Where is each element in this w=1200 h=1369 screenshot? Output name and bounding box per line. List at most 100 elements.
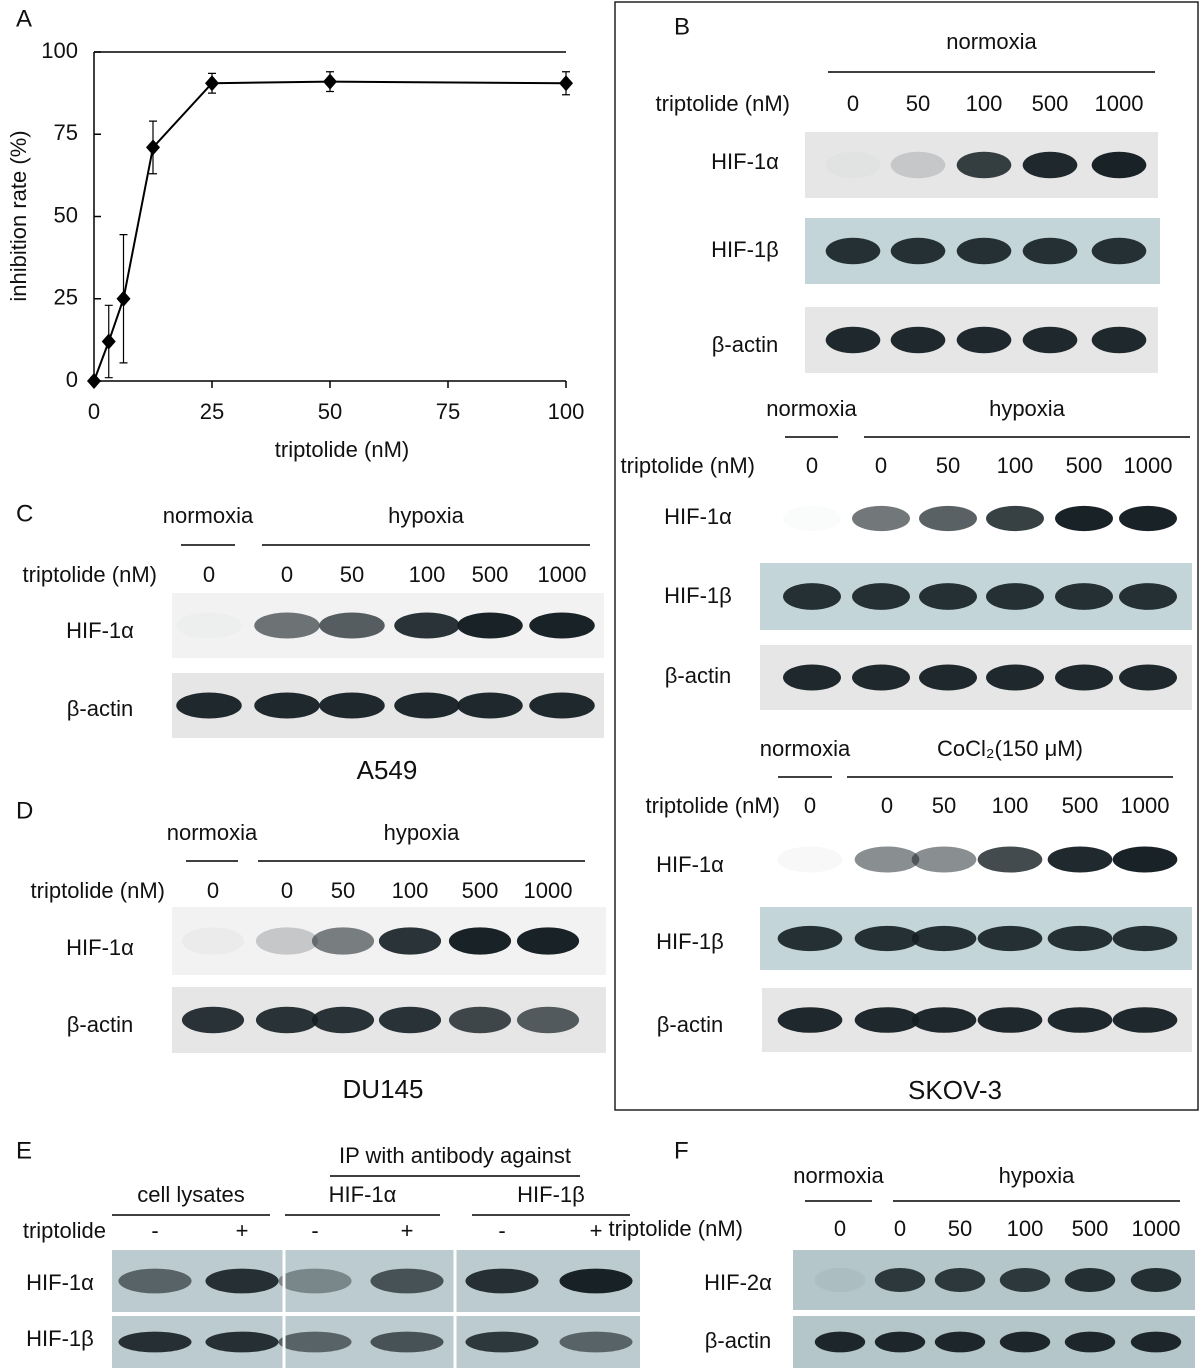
- blot-row-label: β-actin: [657, 1012, 723, 1037]
- blot-band: [529, 692, 595, 719]
- blot-band: [370, 1268, 444, 1294]
- blot-row-label: HIF-1β: [711, 237, 779, 262]
- blot-band: [465, 1268, 539, 1294]
- blot-band: [977, 1007, 1043, 1033]
- blot-band: [783, 664, 841, 691]
- blot-row-label: HIF-1β: [664, 583, 732, 608]
- lane-label: 500: [1032, 91, 1069, 116]
- blot-band: [1064, 1268, 1116, 1292]
- y-tick-label: 0: [66, 367, 78, 392]
- dose-label: triptolide (nM): [646, 793, 780, 818]
- blot-band: [814, 1331, 866, 1353]
- blot-band: [852, 583, 910, 610]
- y-tick-label: 50: [54, 202, 78, 227]
- condition-label: hypoxia: [388, 503, 465, 528]
- blot-band: [254, 612, 320, 639]
- data-point: [559, 75, 573, 92]
- blot-band: [319, 692, 385, 719]
- condition-label: HIF-1α: [329, 1182, 397, 1207]
- blot-row-label: HIF-1β: [656, 929, 724, 954]
- cell-line-caption: DU145: [343, 1074, 424, 1104]
- x-tick-label: 75: [436, 399, 460, 424]
- blot-row-label: HIF-1α: [664, 504, 732, 529]
- blot-band: [825, 326, 881, 354]
- blot-band: [457, 612, 523, 639]
- data-point: [87, 373, 101, 389]
- blot-band: [254, 692, 320, 719]
- blot-band: [874, 1268, 926, 1292]
- blot-band: [1047, 1007, 1113, 1033]
- blot-band: [919, 583, 977, 610]
- lane-label: 50: [948, 1216, 972, 1241]
- blot-band: [854, 846, 920, 873]
- blot-band: [890, 151, 946, 179]
- blot-band: [999, 1268, 1051, 1292]
- blot-band: [118, 1268, 192, 1294]
- condition-label: normoxia: [167, 820, 258, 845]
- blot-band: [176, 692, 242, 719]
- blot-band: [370, 1331, 444, 1353]
- data-point: [205, 75, 219, 92]
- blot-band: [977, 925, 1043, 952]
- blot-band: [874, 1331, 926, 1353]
- blot-row-label: HIF-1α: [26, 1270, 94, 1295]
- lane-label: 0: [281, 878, 293, 903]
- condition-label: CoCl₂(150 μM): [937, 736, 1083, 761]
- lane-label: 0: [847, 91, 859, 116]
- blot-row-label: HIF-1α: [66, 618, 134, 643]
- blot-band: [182, 927, 244, 954]
- lane-label: 1000: [1132, 1216, 1181, 1241]
- blot-band: [986, 505, 1044, 532]
- blot-band: [278, 1331, 352, 1353]
- lane-label: 100: [1007, 1216, 1044, 1241]
- dose-label: triptolide: [23, 1218, 106, 1243]
- lane-label: 50: [936, 453, 960, 478]
- blot-band: [814, 1268, 866, 1292]
- blot-band: [1047, 925, 1113, 952]
- condition-label: hypoxia: [384, 820, 461, 845]
- condition-label: HIF-1β: [517, 1182, 585, 1207]
- blot-row-label: β-actin: [705, 1328, 771, 1353]
- lane-label: 500: [1066, 453, 1103, 478]
- blot-band: [934, 1331, 986, 1353]
- blot-band: [956, 151, 1012, 179]
- lane-label: 500: [1072, 1216, 1109, 1241]
- panel-label: D: [16, 797, 33, 824]
- blot-band: [1022, 326, 1078, 354]
- blot-band: [1091, 237, 1147, 265]
- y-tick-label: 75: [54, 120, 78, 145]
- blot-row-label: HIF-1α: [711, 149, 779, 174]
- blot-band: [448, 1006, 512, 1034]
- blot-band: [934, 1268, 986, 1292]
- lane-label: +: [590, 1218, 603, 1243]
- panel-label: C: [16, 500, 33, 527]
- blot-band: [1130, 1331, 1182, 1353]
- blot-band: [205, 1268, 279, 1294]
- data-point: [116, 290, 131, 307]
- blot-band: [854, 925, 920, 952]
- blot-band: [986, 664, 1044, 691]
- blot-row-label: β-actin: [67, 1012, 133, 1037]
- blot-band: [1091, 151, 1147, 179]
- cell-line-caption: SKOV-3: [908, 1075, 1002, 1105]
- dose-label: triptolide (nM): [23, 562, 157, 587]
- lane-label: -: [498, 1218, 505, 1243]
- blot-row-label: HIF-1α: [656, 852, 724, 877]
- data-point: [101, 333, 116, 350]
- x-axis-title: triptolide (nM): [275, 437, 409, 462]
- blot-band: [1055, 664, 1113, 691]
- x-tick-label: 50: [318, 399, 342, 424]
- blot-band: [1119, 505, 1177, 532]
- lane-label: 100: [392, 878, 429, 903]
- condition-label: normoxia: [766, 396, 857, 421]
- blot-band: [465, 1331, 539, 1353]
- blot-band: [1119, 664, 1177, 691]
- blot-band: [255, 927, 319, 955]
- blot-band: [911, 1007, 977, 1033]
- lane-label: 50: [932, 793, 956, 818]
- x-tick-label: 100: [548, 399, 585, 424]
- dose-label: triptolide (nM): [609, 1216, 743, 1241]
- blot-band: [911, 925, 977, 952]
- blot-band: [1130, 1268, 1182, 1292]
